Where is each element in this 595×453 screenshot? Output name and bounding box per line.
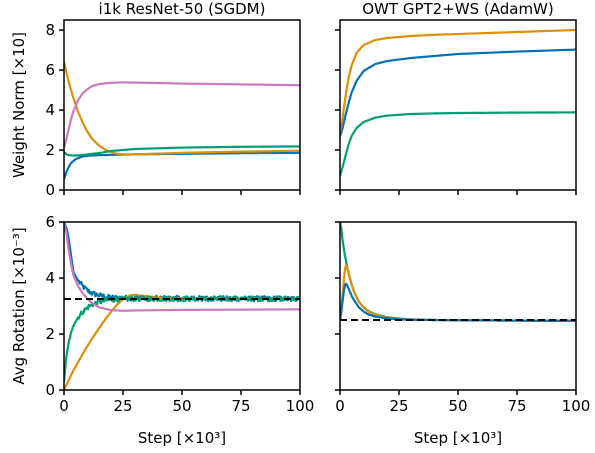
axes-frame — [63, 221, 301, 391]
x-tick-label: 50 — [172, 397, 191, 415]
y-tick-label: 2 — [45, 325, 55, 343]
y-tick-label: 6 — [45, 213, 55, 231]
y-tick-label: 4 — [45, 269, 55, 287]
y-tick-label: 8 — [45, 21, 55, 39]
chart-panel-4: 0 25 50 75 100 Step [×10³] — [335, 221, 591, 447]
y-tick-label: 4 — [45, 101, 55, 119]
series-line-1 — [64, 151, 300, 181]
series-line-1 — [340, 222, 576, 322]
chart-panel-3: 0 2 4 6 0 25 50 75 100 Avg Rotation [×10⁻³] Step [… — [10, 213, 314, 447]
x-tick-label: 0 — [59, 397, 69, 415]
x-axis-label: Step [×10³] — [138, 429, 226, 447]
series-line-4 — [64, 222, 300, 312]
axes-frame — [63, 19, 301, 191]
y-tick-label: 2 — [45, 141, 55, 159]
series-line-2 — [340, 264, 576, 322]
y-tick-label: 0 — [45, 181, 55, 199]
axes-frame — [339, 221, 577, 391]
axes-frame — [339, 19, 577, 191]
y-axis-label: Avg Rotation [×10⁻³] — [10, 227, 28, 384]
y-tick-label: 6 — [45, 61, 55, 79]
x-tick-label: 25 — [113, 397, 132, 415]
series-line-4 — [64, 81, 300, 150]
series-line-3 — [340, 111, 576, 178]
series-group — [340, 28, 576, 178]
panel-title: i1k ResNet-50 (SGDM) — [99, 0, 266, 18]
series-line-3 — [340, 282, 576, 322]
series-line-1 — [340, 48, 576, 138]
x-tick-label: 100 — [286, 397, 315, 415]
panel-title: OWT GPT2+WS (AdamW) — [362, 0, 554, 18]
x-tick-label: 75 — [231, 397, 250, 415]
series-group — [340, 222, 576, 322]
series-group — [64, 60, 300, 181]
series-line-1 — [64, 222, 300, 303]
x-tick-label: 0 — [335, 397, 345, 415]
series-group — [64, 222, 300, 390]
y-axis-label: Weight Norm [×10] — [10, 32, 28, 178]
x-tick-label: 75 — [507, 397, 526, 415]
x-tick-label: 25 — [389, 397, 408, 415]
chart-panel-1: i1k ResNet-50 (SGDM) 0 2 4 6 8 Weight Norm [×1… — [10, 0, 301, 199]
series-line-2 — [64, 60, 300, 156]
y-tick-label: 0 — [45, 381, 55, 399]
x-tick-label: 50 — [448, 397, 467, 415]
series-line-2 — [340, 28, 576, 134]
x-axis-label: Step [×10³] — [414, 429, 502, 447]
x-tick-label: 100 — [562, 397, 591, 415]
series-line-3 — [64, 145, 300, 157]
chart-panel-2: OWT GPT2+WS (AdamW) — [335, 0, 577, 195]
series-line-3 — [64, 295, 300, 383]
